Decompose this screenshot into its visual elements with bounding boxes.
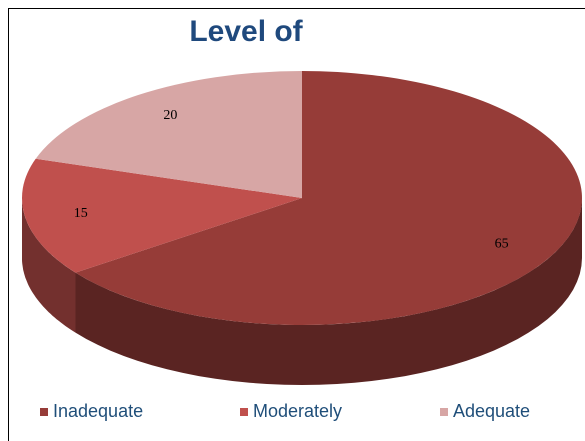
legend-swatch — [240, 408, 248, 416]
legend-swatch — [440, 408, 448, 416]
pie-side — [75, 198, 582, 385]
chart-title: Level of — [189, 15, 303, 48]
data-label: 20 — [163, 108, 177, 123]
legend-label: Moderately — [253, 401, 342, 421]
pie-slice — [75, 71, 582, 325]
pie-slice — [22, 158, 302, 273]
data-label: 15 — [74, 206, 88, 221]
pie-side — [22, 198, 76, 333]
pie-slice — [35, 71, 303, 198]
legend-label: Adequate — [453, 401, 530, 421]
data-label: 65 — [495, 236, 509, 251]
legend-label: Inadequate — [53, 401, 143, 421]
legend-swatch — [40, 408, 48, 416]
